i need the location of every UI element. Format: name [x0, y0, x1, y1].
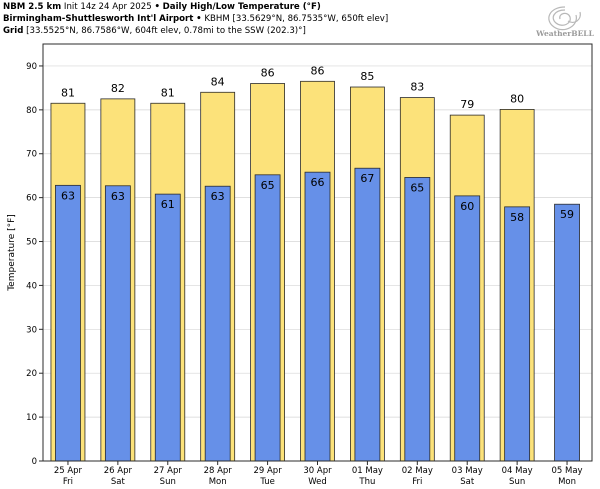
low-temp-bar: [554, 203, 580, 462]
low-temp-label: 58: [510, 211, 524, 224]
x-tick-day: Sat: [111, 477, 126, 487]
x-tick-date: 02 May: [402, 466, 433, 476]
x-tick-date: 03 May: [452, 466, 483, 476]
low-temp-label: 63: [61, 189, 75, 202]
swirl-icon: [548, 6, 581, 31]
x-tick-day: Fri: [412, 477, 422, 487]
x-tick-date: 28 Apr: [204, 466, 233, 476]
low-temp-bar: [504, 206, 531, 462]
low-temp-bar: [55, 184, 81, 462]
x-tick-date: 04 May: [502, 466, 533, 476]
low-temp-label: 59: [560, 208, 574, 221]
grid-label: Grid: [3, 26, 24, 36]
high-temp-label: 86: [311, 64, 325, 77]
weatherbell-logo: WeatherBELL: [535, 6, 595, 38]
high-temp-label: 81: [61, 86, 75, 99]
low-temp-label: 63: [111, 190, 125, 203]
high-temp-label: 85: [360, 70, 374, 83]
y-axis-label: Temperature [°F]: [7, 214, 17, 292]
low-temp-label: 61: [161, 198, 175, 211]
y-tick-label: 40: [26, 281, 37, 291]
init-time: Init 14z 24 Apr 2025: [63, 2, 152, 12]
x-tick-date: 29 Apr: [253, 466, 282, 476]
low-temp-bar: [254, 174, 281, 462]
low-temp-bar: [404, 177, 431, 462]
low-temp-bar: [354, 167, 381, 462]
x-tick-day: Mon: [209, 477, 227, 487]
x-tick-date: 26 Apr: [104, 466, 133, 476]
x-tick-date: 25 Apr: [54, 466, 83, 476]
y-tick-label: 80: [26, 106, 37, 116]
low-temp-bar: [304, 171, 331, 462]
station-name: Birmingham-Shuttlesworth Int'l Airport: [3, 14, 194, 24]
x-tick-date: 05 May: [551, 466, 582, 476]
low-temp-bar: [154, 193, 181, 462]
x-tick-day: Sat: [460, 477, 475, 487]
y-tick-label: 0: [32, 457, 37, 467]
y-tick-label: 90: [26, 62, 37, 72]
low-temp-label: 63: [211, 190, 225, 203]
y-tick-label: 10: [26, 413, 37, 423]
high-temp-label: 82: [111, 82, 125, 95]
low-temp-label: 67: [360, 172, 374, 185]
station-separator: •: [196, 14, 202, 24]
x-tick-date: 01 May: [352, 466, 383, 476]
high-temp-label: 79: [460, 98, 474, 111]
low-temp-label: 66: [311, 176, 325, 189]
model-name: NBM 2.5 km: [3, 2, 62, 12]
high-temp-label: 84: [211, 75, 225, 88]
grid-detail: [33.5525°N, 86.7586°W, 604ft elev, 0.78m…: [26, 26, 306, 36]
low-temp-bar: [454, 195, 481, 462]
grid-line: Grid [33.5525°N, 86.7586°W, 604ft elev, …: [3, 26, 306, 37]
station-detail: KBHM [33.5629°N, 86.7535°W, 650ft elev]: [204, 14, 389, 24]
bars: 81 63 82 63 81 61 84 63 86 65 86 66 85 67 83 65 79 60 80 58…: [50, 64, 580, 462]
x-tick-day: Sun: [160, 477, 176, 487]
y-tick-label: 20: [26, 369, 37, 379]
product-name: Daily High/Low Temperature (°F): [162, 2, 321, 12]
high-temp-label: 81: [161, 86, 175, 99]
high-temp-label: 83: [410, 81, 424, 94]
x-tick-day: Wed: [308, 477, 327, 487]
x-tick-date: 30 Apr: [303, 466, 332, 476]
station-line: Birmingham-Shuttlesworth Int'l Airport •…: [3, 14, 388, 25]
x-tick-day: Fri: [63, 477, 73, 487]
high-temp-label: 86: [261, 67, 275, 80]
low-temp-label: 65: [261, 179, 275, 192]
low-temp-bar: [104, 185, 131, 462]
logo-text: WeatherBELL: [535, 29, 594, 38]
x-tick-day: Sun: [509, 477, 525, 487]
x-tick-date: 27 Apr: [154, 466, 183, 476]
x-tick-day: Mon: [558, 477, 576, 487]
chart-title: NBM 2.5 km Init 14z 24 Apr 2025 • Daily …: [3, 2, 321, 13]
y-tick-label: 60: [26, 194, 37, 204]
x-tick-day: Tue: [259, 477, 275, 487]
y-tick-label: 70: [26, 150, 37, 160]
low-temp-label: 65: [410, 181, 424, 194]
high-temp-label: 80: [510, 92, 524, 105]
y-tick-label: 30: [26, 325, 37, 335]
y-tick-label: 50: [26, 238, 37, 248]
title-separator: •: [154, 2, 160, 12]
low-temp-label: 60: [460, 200, 474, 213]
x-tick-day: Thu: [358, 477, 375, 487]
low-temp-bar: [204, 185, 231, 462]
